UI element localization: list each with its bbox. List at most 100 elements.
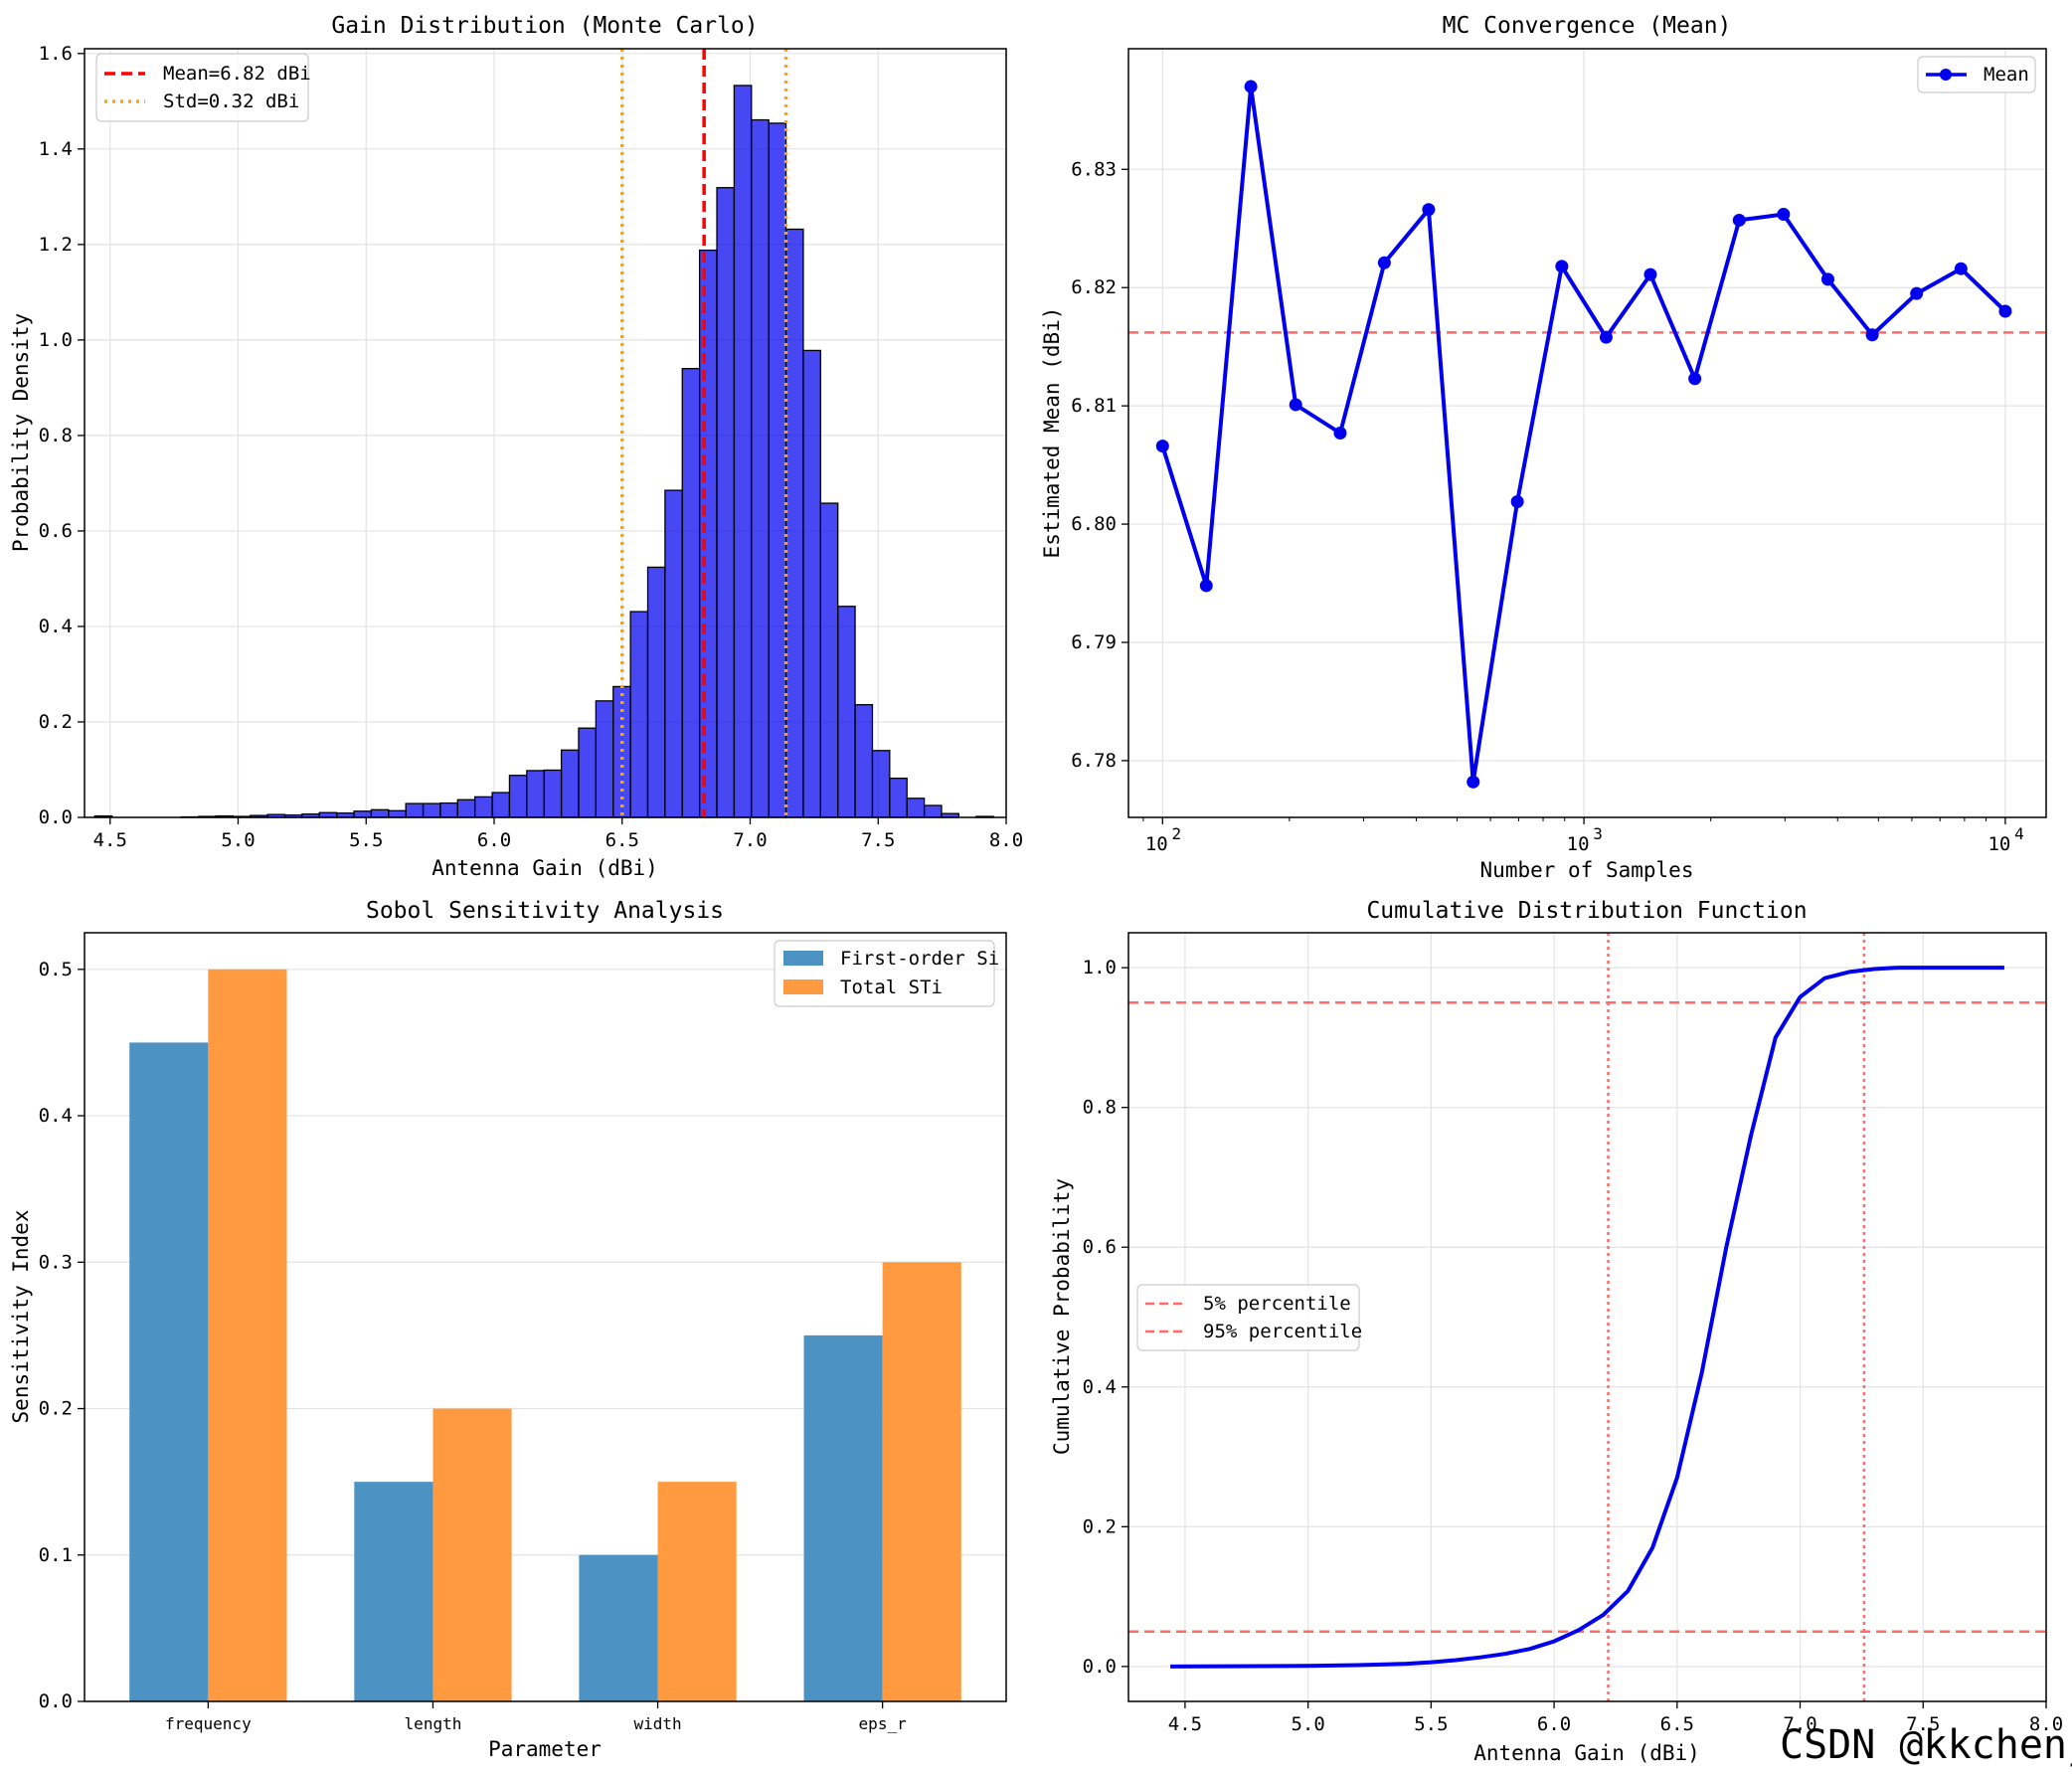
conv-xtick-label: 10	[1567, 833, 1590, 855]
hist-bar	[802, 349, 821, 818]
cdf-xtick-label: 8.0	[2029, 1713, 2063, 1735]
cdf-legend-box	[1136, 1284, 1360, 1351]
hist-xlabel: Antenna Gain (dBi)	[432, 856, 658, 880]
cdf-ytick-label: 0.8	[1083, 1097, 1117, 1119]
hist-bar	[751, 118, 770, 818]
conv-point	[1865, 328, 1879, 342]
cdf-legend: 5% percentile 95% percentile	[1136, 1284, 1362, 1351]
conv-ytick-label: 6.81	[1071, 395, 1117, 417]
conv-point	[1643, 267, 1657, 281]
hist-axes-frame	[84, 48, 1007, 818]
hist-bar	[871, 750, 891, 818]
sobol-legend-box	[774, 940, 995, 1007]
hist-legend: Mean=6.82 dBi Std=0.32 dBi	[95, 53, 311, 122]
hist-ytick-label: 1.0	[39, 329, 73, 351]
hist-bar	[439, 801, 458, 818]
sobol-total-bar	[882, 1262, 961, 1701]
sobol-legend-total: Total STi	[840, 976, 943, 998]
hist-xtick-label: 4.5	[93, 829, 127, 851]
sobol-xtick-label: eps_r	[859, 1714, 908, 1733]
cdf-xtick-label: 7.5	[1906, 1713, 1940, 1735]
conv-point	[1289, 398, 1302, 412]
sobol-ytick-label: 0.4	[39, 1105, 73, 1127]
cdf-curve	[1170, 966, 2004, 1669]
hist-bar	[889, 777, 908, 818]
sobol-total-bar	[432, 1408, 512, 1701]
hist-xtick-label: 5.5	[349, 829, 383, 851]
hist-ytick-label: 1.2	[39, 234, 73, 256]
sobol-ytick-label: 0.5	[39, 959, 73, 980]
conv-ytick-label: 6.83	[1071, 158, 1117, 180]
conv-ytick-label: 6.82	[1071, 276, 1117, 298]
sobol-first-order-bar	[354, 1482, 433, 1701]
conv-point	[1244, 80, 1258, 93]
hist-ytick-label: 0.0	[39, 806, 73, 828]
hist-bar	[491, 792, 511, 818]
conv-legend-box	[1917, 56, 2036, 93]
conv-xtick-exponent: 4	[2014, 824, 2024, 843]
cdf-ytick-label: 1.0	[1083, 957, 1117, 978]
conv-series	[1155, 80, 2012, 789]
sobol-ylabel: Sensitivity Index	[9, 1210, 33, 1424]
sobol-title: Sobol Sensitivity Analysis	[366, 898, 724, 924]
hist-legend-box	[95, 53, 309, 122]
hist-bar	[698, 249, 718, 818]
hist-bar	[508, 775, 528, 818]
conv-point	[1333, 427, 1347, 440]
conv-xtick-label: 10	[1145, 833, 1168, 855]
sobol-ytick-label: 0.3	[39, 1251, 73, 1273]
conv-ytick-label: 6.79	[1071, 631, 1117, 653]
hist-ytick-label: 0.2	[39, 711, 73, 733]
hist-ytick-label: 0.8	[39, 425, 73, 446]
hist-bar	[560, 749, 580, 818]
conv-xlabel: Number of Samples	[1480, 858, 1694, 882]
watermark: CSDN @kkchenji	[1780, 1722, 2072, 1768]
sobol-first-order-bar	[129, 1042, 209, 1701]
conv-ytick-label: 6.78	[1071, 750, 1117, 772]
conv-point	[1599, 330, 1613, 344]
cdf-xtick-label: 6.5	[1660, 1713, 1694, 1735]
conv-point	[1777, 207, 1791, 221]
conv-ylabel: Estimated Mean (dBi)	[1040, 307, 1064, 559]
sobol-legend: First-order Si Total STi	[774, 940, 999, 1007]
hist-ylabel: Probability Density	[9, 313, 33, 552]
hist-bar	[578, 727, 598, 818]
sobol-total-bar	[657, 1482, 737, 1701]
hist-bar	[646, 566, 666, 818]
sobol-ytick-label: 0.1	[39, 1544, 73, 1566]
cdf-ytick-label: 0.2	[1083, 1515, 1117, 1537]
cdf-xtick-label: 5.5	[1414, 1713, 1448, 1735]
sobol-first-order-bar	[579, 1554, 658, 1701]
cdf-ticks: 0.0 0.2 0.4 0.6 0.8 1.0 4.5 5.0 5.5 6.0 6.5 7.0 7.5 8…	[1083, 957, 2063, 1735]
sobol-bars	[129, 969, 961, 1701]
hist-bars	[93, 85, 994, 818]
conv-xtick-exponent: 3	[1593, 824, 1603, 843]
cdf-xlabel: Antenna Gain (dBi)	[1473, 1741, 1700, 1765]
hist-legend-std: Std=0.32 dBi	[163, 90, 299, 112]
hist-bar	[906, 798, 926, 818]
hist-legend-mean: Mean=6.82 dBi	[163, 63, 311, 85]
conv-point	[1199, 579, 1213, 593]
hist-bar	[388, 809, 407, 818]
hist-bar	[819, 502, 839, 818]
conv-legend: Mean	[1917, 56, 2036, 93]
conv-point	[1998, 304, 2012, 318]
sobol-xtick-label: frequency	[165, 1714, 252, 1733]
conv-point	[1820, 272, 1834, 286]
hist-xtick-label: 6.5	[605, 829, 639, 851]
hist-xtick-label: 7.0	[733, 829, 767, 851]
conv-ytick-label: 6.80	[1071, 513, 1117, 535]
cdf-legend-5: 5% percentile	[1203, 1293, 1351, 1315]
conv-point	[1467, 775, 1480, 789]
cdf-ylabel: Cumulative Probability	[1050, 1178, 1074, 1455]
cdf-panel: 0.0 0.2 0.4 0.6 0.8 1.0 4.5 5.0 5.5 6.0 6.5 7.0 7.5 8…	[1050, 898, 2063, 1765]
hist-bar	[526, 770, 545, 818]
sobol-total-bar	[208, 969, 287, 1701]
cdf-xtick-label: 5.0	[1291, 1713, 1324, 1735]
cdf-xtick-label: 4.5	[1168, 1713, 1202, 1735]
hist-bar	[474, 796, 493, 818]
hist-xtick-label: 6.0	[477, 829, 511, 851]
